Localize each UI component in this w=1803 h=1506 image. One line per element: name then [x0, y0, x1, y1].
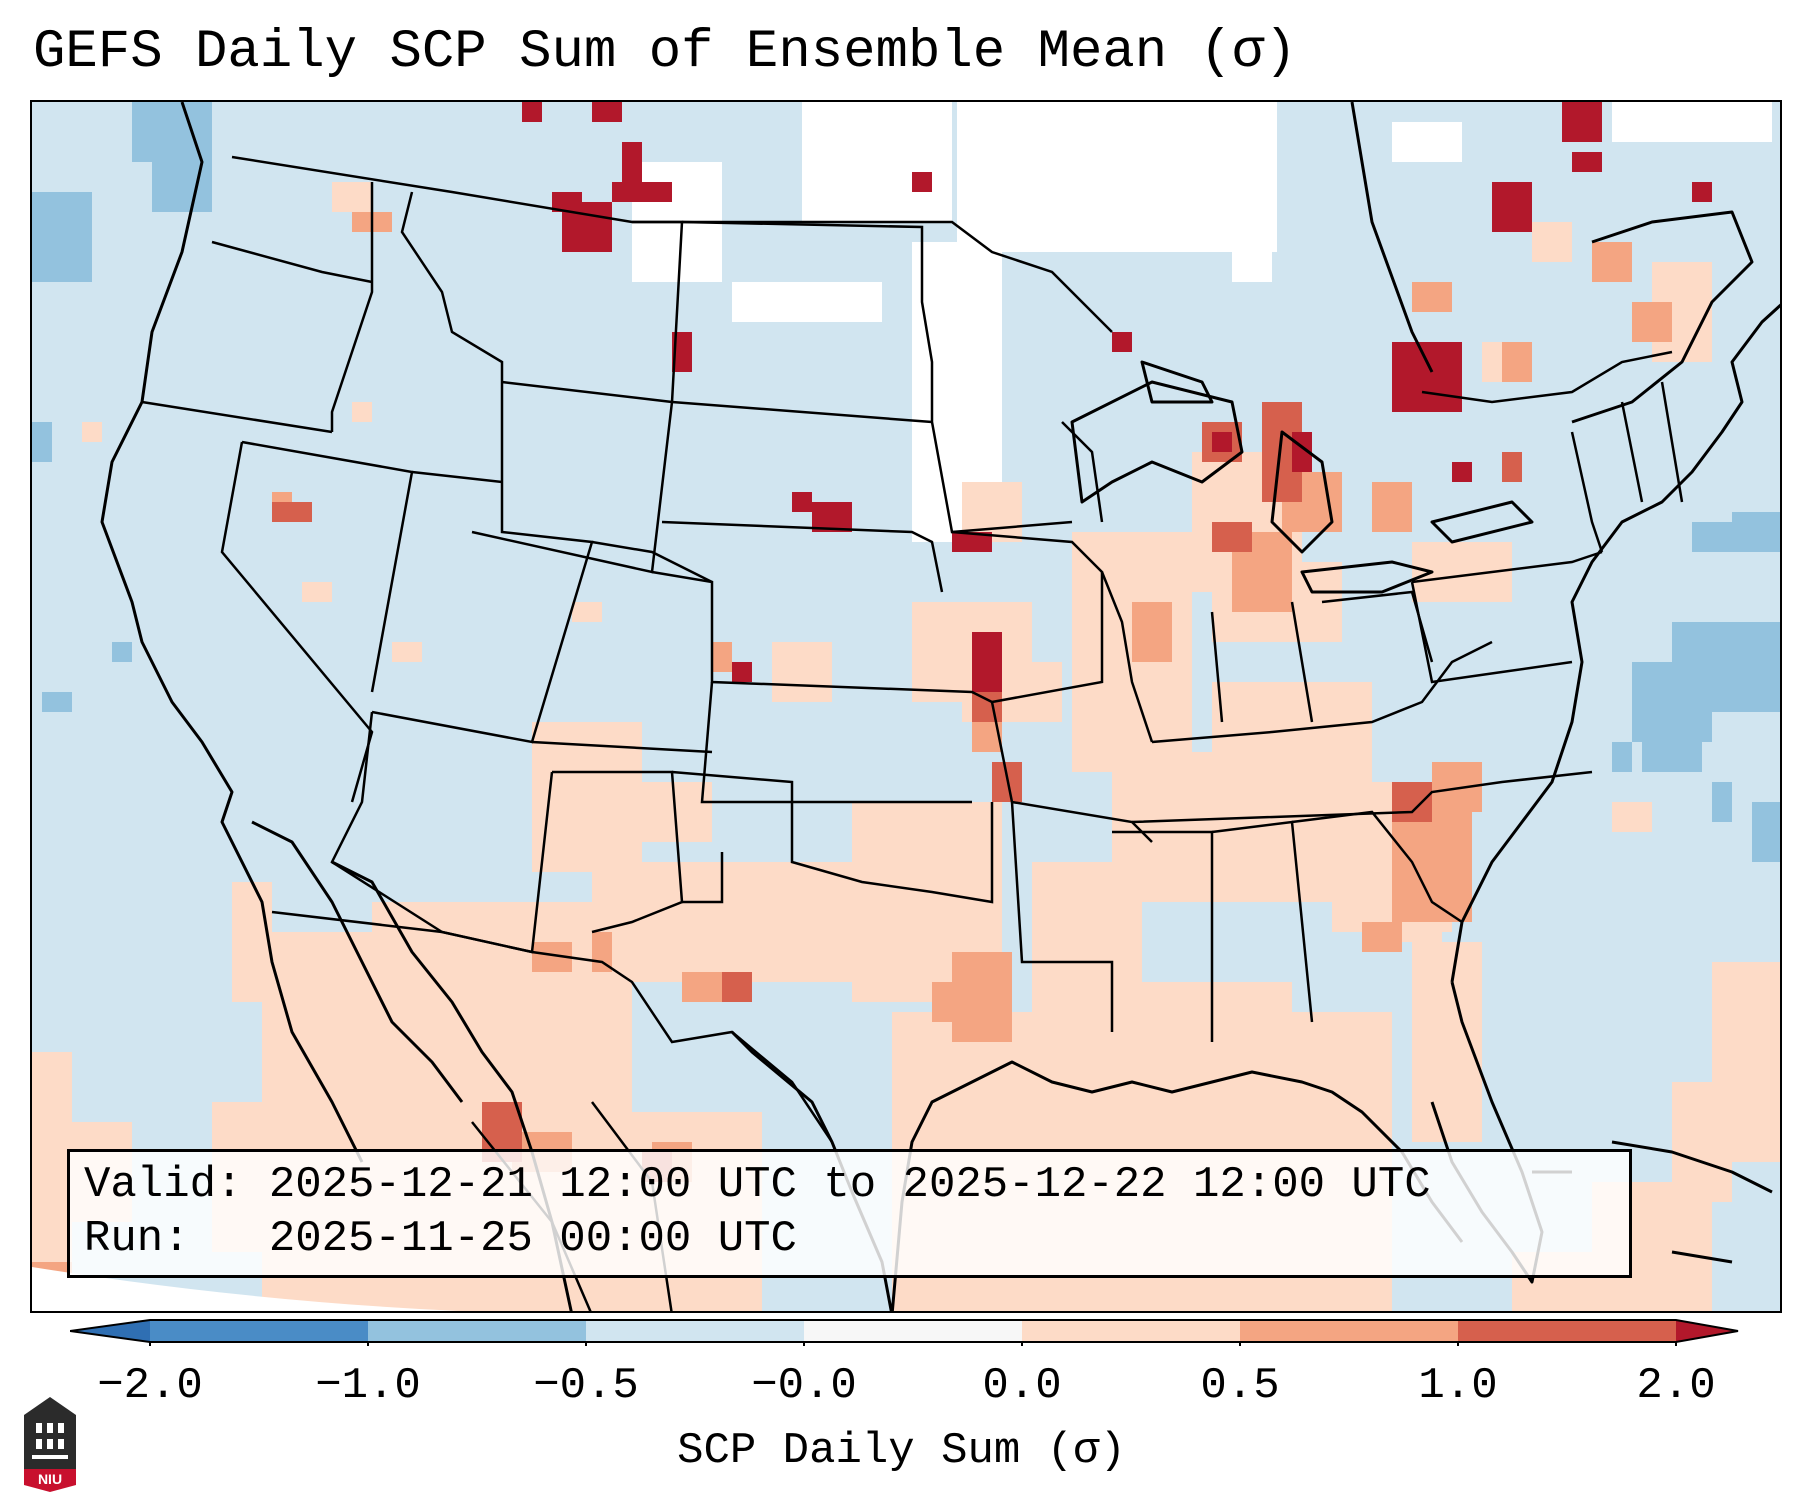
run-value: 2025-11-25 00:00 UTC	[268, 1214, 797, 1264]
negative-cells	[32, 102, 1780, 862]
colorbar	[70, 1319, 1739, 1346]
valid-row: Valid: 2025-12-21 12:00 UTC to 2025-12-2…	[84, 1158, 1629, 1212]
colorbar-tick-label: −0.0	[751, 1361, 857, 1411]
colorbar-tick-label: −1.0	[315, 1361, 421, 1411]
scp-field-map	[32, 102, 1780, 1311]
colorbar-extend-low	[70, 1320, 150, 1342]
positive-extreme-cells	[522, 102, 1712, 692]
colorbar-ticks	[149, 1342, 1677, 1346]
run-label: Run:	[84, 1214, 190, 1264]
colorbar-bin	[1240, 1320, 1458, 1342]
state-borders	[141, 155, 1684, 1311]
valid-label: Valid:	[84, 1160, 243, 1210]
colorbar-tick-label: −2.0	[97, 1361, 203, 1411]
colorbar-bin	[368, 1320, 586, 1342]
niu-logo-text: NIU	[38, 1471, 62, 1487]
colorbar-tick-label: 0.5	[1200, 1361, 1280, 1411]
colorbar-tick-label: −0.5	[533, 1361, 639, 1411]
projection-edge	[32, 1267, 460, 1311]
colorbar-tick-label: 2.0	[1636, 1361, 1716, 1411]
map-panel	[30, 100, 1782, 1313]
valid-value: 2025-12-21 12:00 UTC to 2025-12-22 12:00…	[268, 1160, 1431, 1210]
colorbar-bin	[150, 1320, 368, 1342]
niu-logo-icon: NIU	[24, 1397, 76, 1492]
validity-info-box: Valid: 2025-12-21 12:00 UTC to 2025-12-2…	[67, 1149, 1632, 1278]
run-row: Run: 2025-11-25 00:00 UTC	[84, 1212, 1629, 1266]
colorbar-extend-high	[1676, 1320, 1738, 1342]
colorbar-bin	[586, 1320, 804, 1342]
colorbar-bin	[1458, 1320, 1676, 1342]
colorbar-tick-label: 1.0	[1418, 1361, 1498, 1411]
colorbar-bin	[1022, 1320, 1240, 1342]
colorbar-bin	[804, 1320, 1022, 1342]
map-title: GEFS Daily SCP Sum of Ensemble Mean (σ)	[33, 22, 1297, 83]
colorbar-label: SCP Daily Sum (σ)	[677, 1426, 1126, 1476]
colorbar-tick-label: 0.0	[982, 1361, 1062, 1411]
